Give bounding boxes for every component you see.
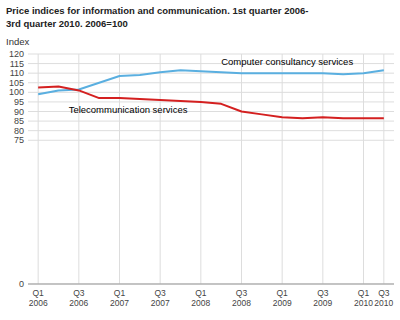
x-tick-label: Q32009 xyxy=(313,288,332,308)
y-axis-label: Index xyxy=(6,36,29,47)
y-tick-label: 90 xyxy=(14,107,24,117)
x-tick-label: Q32010 xyxy=(374,288,393,308)
x-tick-label-line: Q1 xyxy=(114,288,126,298)
x-tick-label: Q32007 xyxy=(151,288,170,308)
y-tick-label: 110 xyxy=(10,68,24,78)
y-tick-label: 100 xyxy=(9,87,24,97)
x-tick-label-line: 2009 xyxy=(273,298,292,308)
y-tick-label: 75 xyxy=(14,135,24,145)
x-tick-label: Q32006 xyxy=(69,288,88,308)
x-grid-line xyxy=(200,54,201,284)
x-tick-label-line: 2007 xyxy=(151,298,170,308)
y-tick-label: 120 xyxy=(9,49,24,59)
plot-area xyxy=(38,70,384,118)
x-tick-label: Q12008 xyxy=(191,288,210,308)
y-grid-line xyxy=(28,121,394,122)
x-tick-label-line: 2006 xyxy=(69,298,88,308)
x-tick-label-line: Q1 xyxy=(195,288,207,298)
grid xyxy=(28,54,394,284)
x-tick-label-line: Q3 xyxy=(378,288,390,298)
x-tick-label: Q12006 xyxy=(29,288,48,308)
x-tick-label-line: 2010 xyxy=(374,298,393,308)
x-tick-label-line: 2007 xyxy=(110,298,129,308)
x-grid-line xyxy=(322,54,323,284)
x-tick-label-line: Q3 xyxy=(236,288,248,298)
x-grid-line xyxy=(363,54,364,284)
series-label: Telecommunication services xyxy=(69,104,188,115)
series-line xyxy=(38,87,384,119)
y-tick-label: 0 xyxy=(19,279,24,289)
x-grid-line xyxy=(383,54,384,284)
x-grid-line xyxy=(119,54,120,284)
y-grid-line xyxy=(28,284,394,285)
y-tick-label: 85 xyxy=(14,116,24,126)
x-tick-label-line: Q1 xyxy=(358,288,370,298)
series-line xyxy=(38,70,384,94)
y-grid-line xyxy=(28,82,394,83)
y-grid-line xyxy=(28,140,394,141)
y-grid-line xyxy=(28,130,394,131)
x-tick-label: Q32008 xyxy=(232,288,251,308)
x-grid-line xyxy=(282,54,283,284)
y-grid-line xyxy=(28,54,394,55)
y-tick-label: 80 xyxy=(14,126,24,136)
y-tick-label: 95 xyxy=(14,97,24,107)
x-tick-label: Q12007 xyxy=(110,288,129,308)
x-grid-line xyxy=(160,54,161,284)
x-tick-label-line: 2008 xyxy=(232,298,251,308)
x-tick-label-line: Q1 xyxy=(276,288,288,298)
x-tick-label: Q12010 xyxy=(354,288,373,308)
x-tick-label-line: 2009 xyxy=(313,298,332,308)
x-axis-line xyxy=(28,284,394,285)
x-tick-label-line: Q3 xyxy=(73,288,85,298)
x-tick-label: Q12009 xyxy=(273,288,292,308)
y-tick-label: 115 xyxy=(10,59,24,69)
x-grid-line xyxy=(241,54,242,284)
title: Price indices for information and commun… xyxy=(6,5,309,16)
x-tick-label-line: Q3 xyxy=(154,288,166,298)
series-label: Computer consultancy services xyxy=(221,56,353,67)
x-tick-label-line: 2006 xyxy=(29,298,48,308)
subtitle: 3rd quarter 2010. 2006=100 xyxy=(6,18,128,29)
y-tick-label: 105 xyxy=(9,78,24,88)
x-tick-label-line: Q1 xyxy=(32,288,44,298)
x-tick-label-line: 2010 xyxy=(354,298,373,308)
x-tick-label-line: 2008 xyxy=(191,298,210,308)
x-tick-label-line: Q3 xyxy=(317,288,329,298)
chart: Price indices for information and commun… xyxy=(0,0,400,320)
